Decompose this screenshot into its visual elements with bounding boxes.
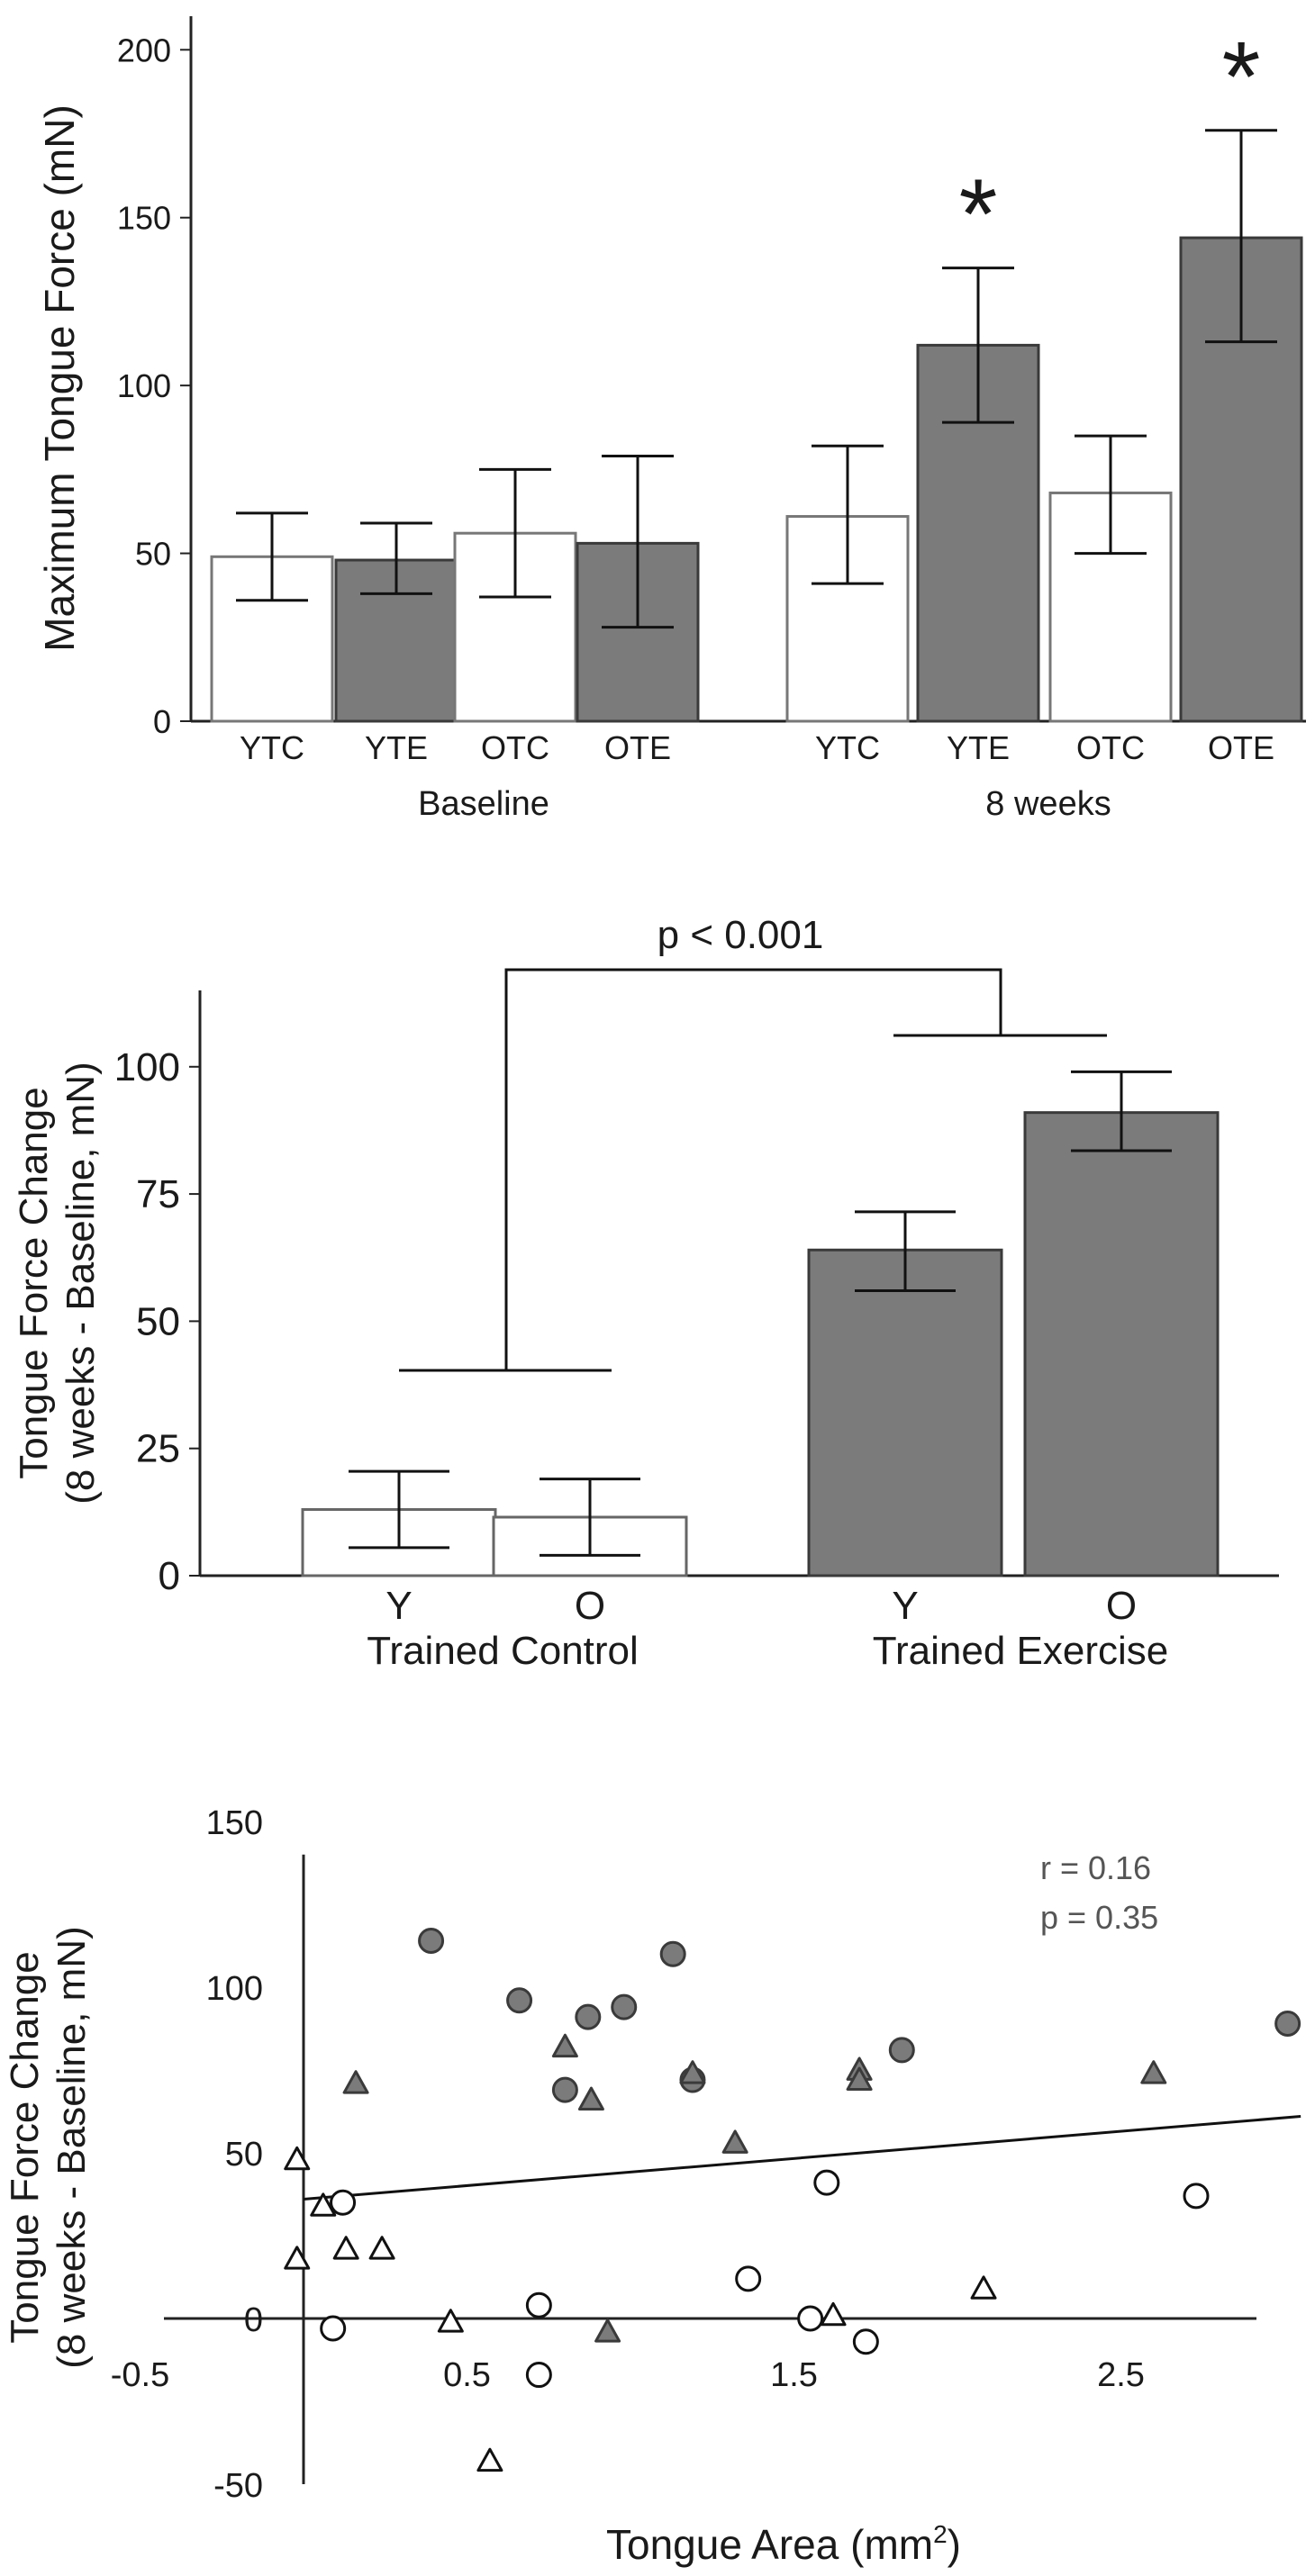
bar bbox=[1023, 1111, 1220, 1577]
category-label: YTC bbox=[240, 729, 304, 766]
correlation-r: r = 0.16 bbox=[1040, 1849, 1151, 1886]
control-triangle-point bbox=[310, 2192, 337, 2217]
exercise-circle-point bbox=[659, 1940, 686, 1967]
y-tick-label: 50 bbox=[225, 2136, 263, 2174]
x-tick-label: -0.5 bbox=[111, 2356, 169, 2394]
category-label: Y bbox=[892, 1584, 918, 1628]
category-label: OTC bbox=[1076, 729, 1145, 766]
category-label: YTE bbox=[365, 729, 428, 766]
control-circle-point bbox=[735, 2265, 762, 2292]
panel-2-y-axis-label-line-2: (8 weeks - Baseline, mN) bbox=[59, 1062, 103, 1504]
control-circle-point bbox=[813, 2169, 840, 2196]
panel-3-y-axis-label-line-2: (8 weeks - Baseline, mN) bbox=[50, 1926, 94, 2368]
panel-3-y-axis-label-line-1: Tongue Force Change bbox=[3, 1951, 47, 2343]
exercise-circle-point bbox=[1274, 2010, 1301, 2037]
exercise-triangle-point bbox=[594, 2318, 621, 2343]
significance-star: * bbox=[1222, 22, 1261, 132]
control-triangle-point bbox=[970, 2275, 997, 2300]
control-triangle-point bbox=[332, 2236, 359, 2260]
x-tick-label: 2.5 bbox=[1097, 2356, 1145, 2394]
exercise-triangle-point bbox=[721, 2129, 748, 2154]
exercise-triangle-point bbox=[551, 2033, 578, 2058]
group-label: 8 weeks bbox=[985, 785, 1111, 823]
panel-2-bar-chart: Tongue Force Change (8 weeks - Baseline,… bbox=[12, 913, 1279, 1673]
y-tick-label: 50 bbox=[135, 536, 171, 573]
y-tick-label: -50 bbox=[213, 2467, 263, 2505]
category-label: O bbox=[575, 1584, 605, 1628]
significance-star: * bbox=[959, 159, 998, 270]
correlation-p: p = 0.35 bbox=[1040, 1899, 1158, 1936]
exercise-circle-point bbox=[888, 2037, 915, 2064]
panel-1-bars: YTC YTE OTC OTE Baseline YTC YTE * OTC OTE * 8 week… bbox=[210, 22, 1303, 823]
control-circle-point bbox=[330, 2189, 357, 2216]
panel-3-x-axis-label: Tongue Area (mm2) bbox=[606, 2520, 961, 2568]
exercise-triangle-point bbox=[679, 2060, 706, 2084]
panel-1-bar-chart: Maximum Tongue Force (mN) 0 50 100 150 200 Y… bbox=[36, 16, 1306, 823]
control-triangle-point bbox=[437, 2309, 464, 2333]
group-label: Trained Control bbox=[367, 1629, 639, 1673]
panel-3-scatter-plot: Tongue Force Change (8 weeks - Baseline,… bbox=[3, 1804, 1301, 2568]
exercise-circle-point bbox=[611, 1993, 638, 2020]
y-tick-label: 100 bbox=[117, 367, 171, 404]
panel-2-y-axis-label-line-1: Tongue Force Change bbox=[12, 1087, 56, 1478]
y-tick-label: 0 bbox=[159, 1554, 180, 1598]
control-circle-point bbox=[525, 2291, 552, 2318]
x-tick-label: 0.5 bbox=[443, 2356, 491, 2394]
category-label: Y bbox=[385, 1584, 412, 1628]
exercise-circle-point bbox=[575, 2003, 602, 2030]
control-triangle-point bbox=[284, 2246, 311, 2270]
panel-3-points bbox=[284, 1927, 1301, 2472]
y-tick-label: 25 bbox=[136, 1427, 180, 1471]
exercise-triangle-point bbox=[577, 2086, 604, 2111]
y-tick-label: 0 bbox=[244, 2301, 263, 2339]
control-triangle-point bbox=[476, 2447, 503, 2472]
exercise-circle-point bbox=[551, 2076, 578, 2103]
control-circle-point bbox=[1183, 2183, 1210, 2210]
y-tick-label: 100 bbox=[114, 1045, 180, 1089]
y-tick-label: 75 bbox=[136, 1172, 180, 1216]
y-tick-label: 0 bbox=[153, 703, 171, 740]
exercise-triangle-point bbox=[1140, 2060, 1167, 2084]
p-value-annotation: p < 0.001 bbox=[658, 913, 824, 957]
y-tick-label: 150 bbox=[117, 200, 171, 237]
trendline bbox=[303, 2115, 1301, 2201]
exercise-circle-point bbox=[506, 1987, 533, 2014]
group-label: Trained Exercise bbox=[873, 1629, 1169, 1673]
bar bbox=[807, 1248, 1003, 1577]
category-label: OTE bbox=[604, 729, 671, 766]
control-circle-point bbox=[852, 2328, 879, 2355]
y-tick-label: 50 bbox=[136, 1299, 180, 1343]
category-label: YTC bbox=[815, 729, 880, 766]
y-tick-label: 200 bbox=[117, 32, 171, 68]
y-tick-label: 100 bbox=[206, 1970, 263, 2008]
exercise-triangle-point bbox=[846, 2066, 873, 2091]
control-circle-point bbox=[797, 2305, 824, 2332]
category-label: OTC bbox=[481, 729, 549, 766]
category-label: YTE bbox=[947, 729, 1010, 766]
control-triangle-point bbox=[368, 2236, 395, 2260]
exercise-circle-point bbox=[418, 1927, 445, 1954]
category-label: O bbox=[1106, 1584, 1137, 1628]
exercise-triangle-point bbox=[342, 2070, 369, 2094]
x-tick-label: 1.5 bbox=[770, 2356, 818, 2394]
y-tick-label: 150 bbox=[206, 1804, 263, 1842]
bracket-connector bbox=[504, 968, 1002, 1370]
category-label: OTE bbox=[1208, 729, 1274, 766]
significance-bracket bbox=[399, 968, 1107, 1372]
group-label: Baseline bbox=[418, 785, 549, 823]
control-triangle-point bbox=[284, 2146, 311, 2171]
panel-1-y-axis-label: Maximum Tongue Force (mN) bbox=[36, 104, 83, 652]
control-circle-point bbox=[525, 2362, 552, 2389]
control-circle-point bbox=[320, 2315, 347, 2342]
control-triangle-point bbox=[820, 2301, 847, 2327]
